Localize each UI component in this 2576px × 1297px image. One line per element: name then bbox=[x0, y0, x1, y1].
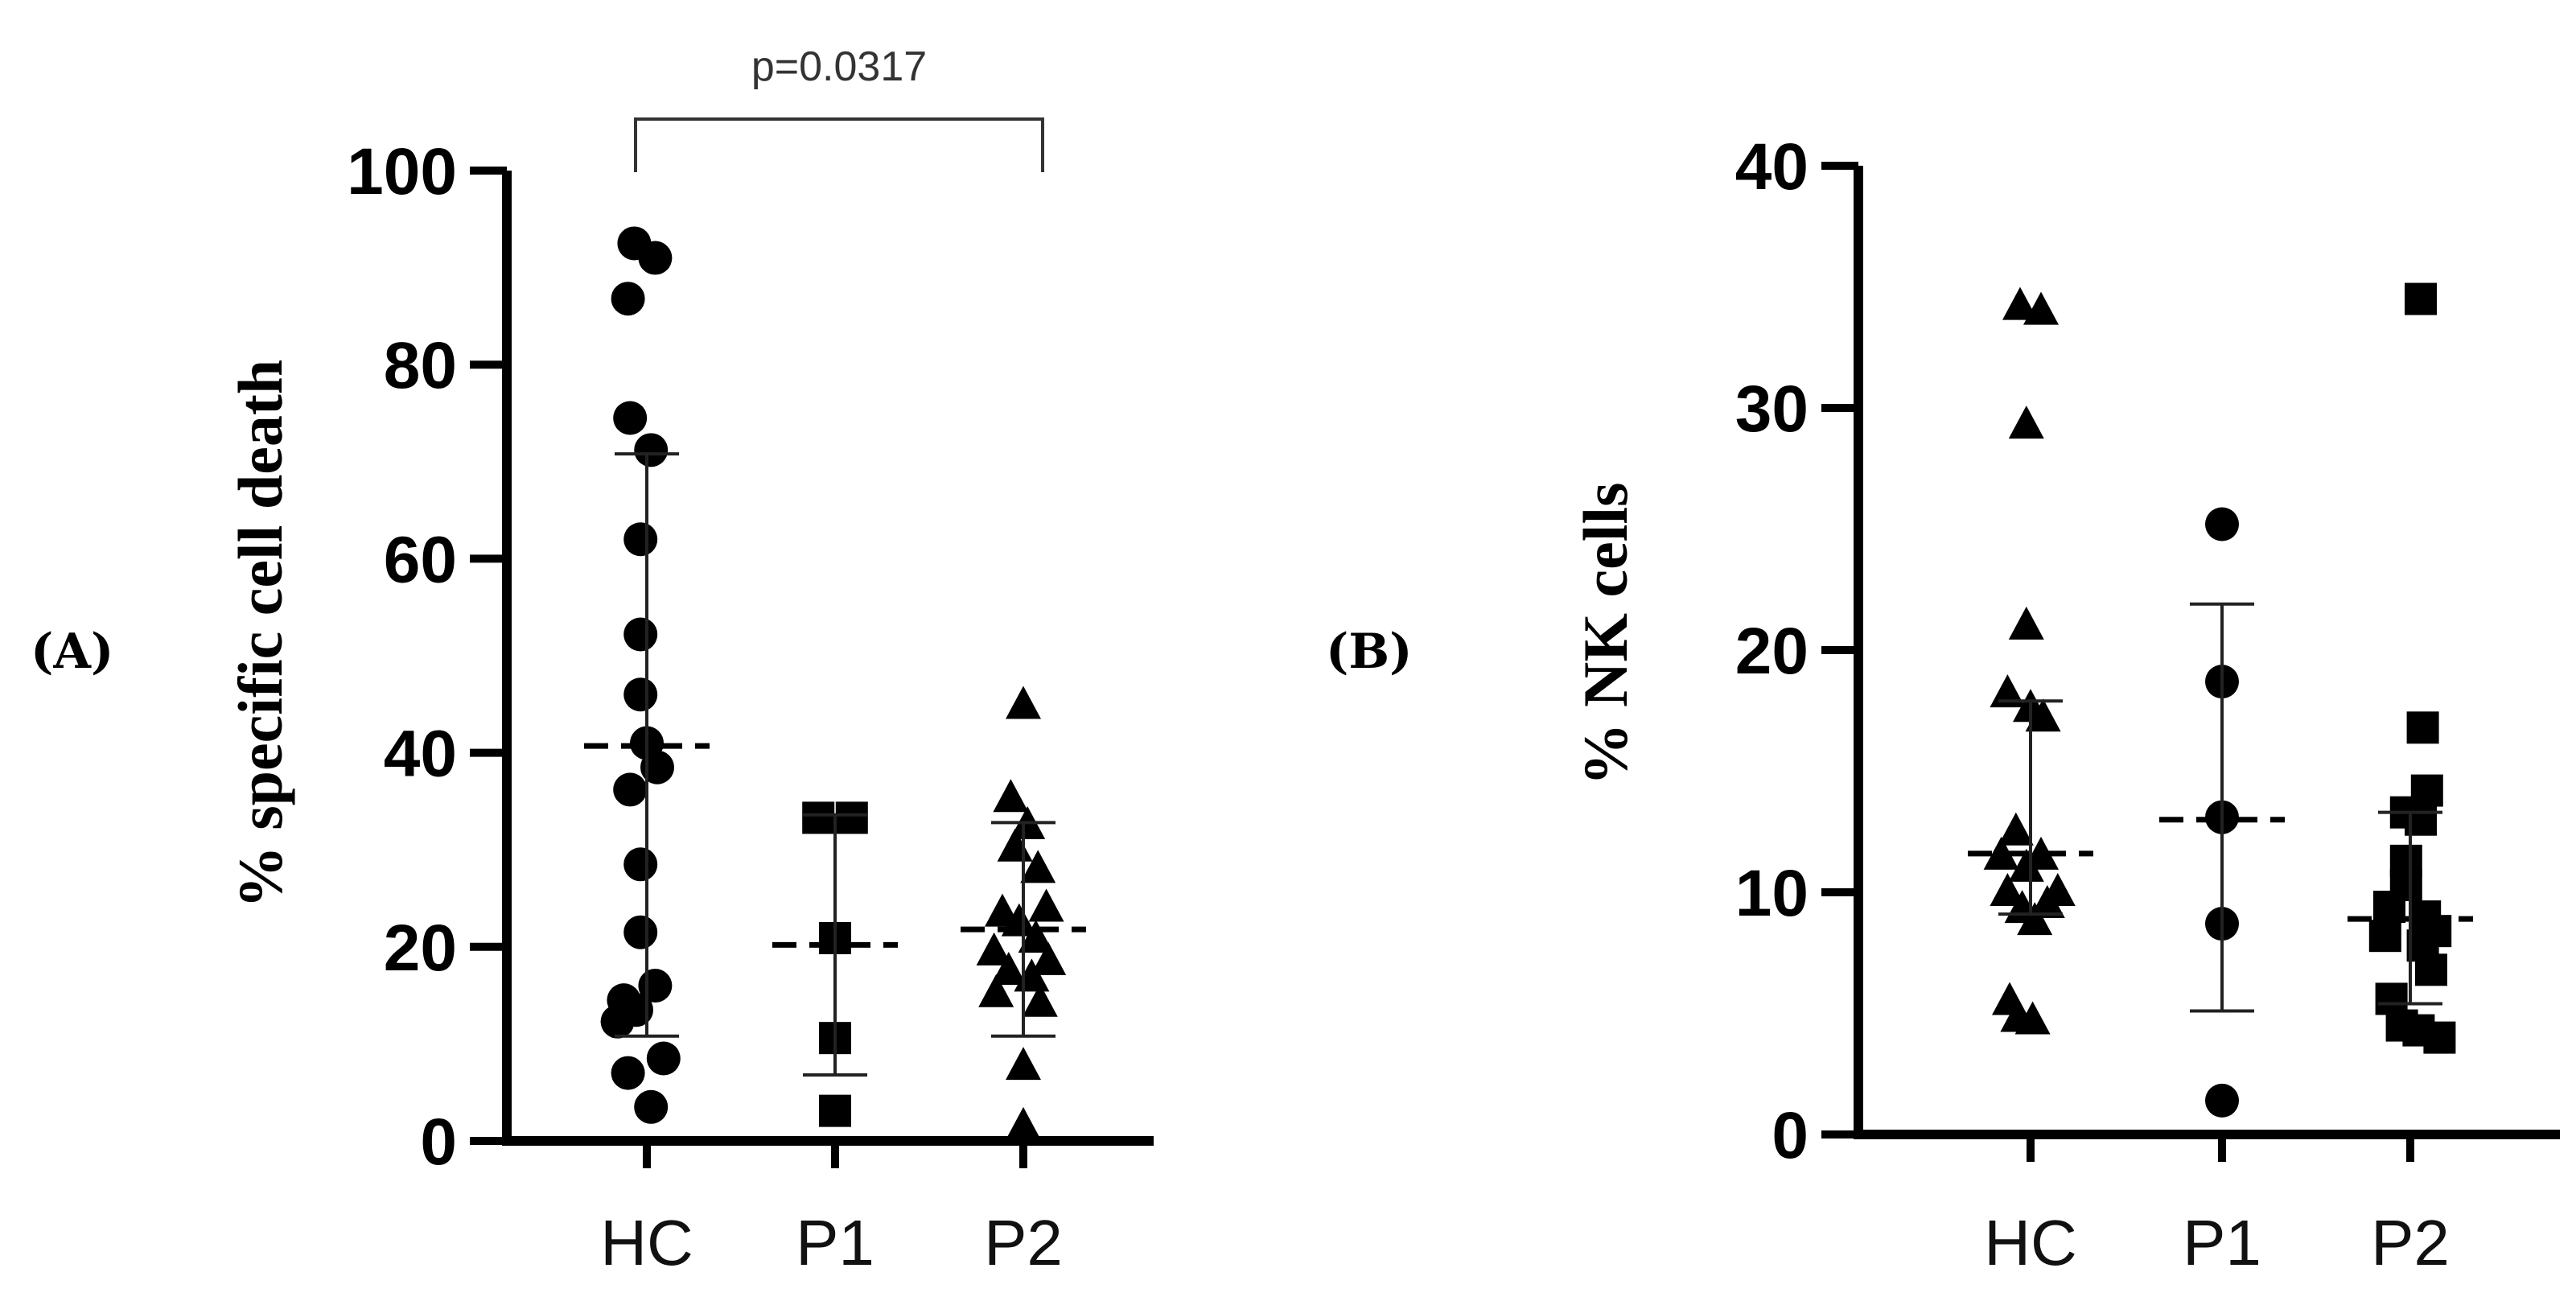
panel-a-point-p2 bbox=[978, 974, 1014, 1007]
panel-a-x-tick-label-hc: HC bbox=[600, 1207, 693, 1278]
panel-b-y-axis-title: % NK cells bbox=[1570, 483, 1640, 786]
panel-a-point-p1 bbox=[819, 1094, 851, 1127]
panel-b-point-hc bbox=[1983, 836, 2019, 870]
panel-a-point-hc bbox=[623, 677, 658, 712]
panel-a-point-hc bbox=[623, 847, 658, 882]
panel-a-point-hc bbox=[634, 1089, 669, 1124]
panel-b-error-bars bbox=[1968, 602, 2473, 1013]
panel-a-y-tick-label: 0 bbox=[420, 1106, 457, 1179]
panel-a-point-hc bbox=[611, 1056, 645, 1090]
panel-b-point-hc bbox=[2025, 698, 2061, 732]
panel-b-x-tick-label-p2: P2 bbox=[2371, 1207, 2450, 1278]
panel-a-point-p2 bbox=[976, 932, 1012, 966]
panel-b-label: (B) bbox=[1326, 624, 1413, 680]
panel-a-point-hc bbox=[634, 433, 669, 467]
panel-b-point-hc bbox=[2002, 286, 2038, 320]
panel-a-y-ticks: 0 20 40 60 80 100 bbox=[347, 135, 507, 1179]
panel-b-point-p2 bbox=[2368, 920, 2401, 953]
panel-a-point-hc bbox=[600, 1004, 635, 1039]
panel-a: (A) % specific cell death 0 20 40 60 80 100 H… bbox=[31, 43, 1154, 1278]
panel-a-point-hc bbox=[611, 282, 645, 316]
panel-a-y-axis-title: % specific cell death bbox=[225, 360, 295, 908]
significance-bracket bbox=[634, 117, 1044, 172]
panel-a-point-hc bbox=[623, 522, 658, 557]
panel-a-marks bbox=[600, 226, 1067, 1140]
panel-a-point-hc bbox=[638, 241, 673, 275]
panel-a-point-hc bbox=[613, 772, 648, 807]
panel-a-label: (A) bbox=[31, 624, 113, 680]
panel-a-point-p2 bbox=[1031, 941, 1067, 975]
panel-a-point-hc bbox=[646, 1041, 681, 1076]
panel-a-point-p2 bbox=[1028, 888, 1064, 922]
panel-b-y-tick-label: 30 bbox=[1735, 373, 1809, 446]
panel-b-point-p2 bbox=[2415, 953, 2447, 986]
panel-a-y-tick-label: 40 bbox=[384, 718, 457, 791]
panel-a-point-p2 bbox=[1006, 1106, 1041, 1140]
panel-b-y-tick-label: 40 bbox=[1735, 130, 1809, 204]
panel-a-y-tick-label: 80 bbox=[384, 329, 457, 402]
panel-b-y-tick-label: 10 bbox=[1735, 857, 1809, 930]
panel-a-y-tick-label: 20 bbox=[384, 912, 457, 985]
panel-b-point-hc bbox=[2014, 1001, 2051, 1035]
panel-b-point-hc bbox=[2008, 848, 2044, 882]
panel-b-y-tick-label: 20 bbox=[1735, 615, 1809, 688]
panel-a-point-hc bbox=[640, 750, 674, 784]
panel-b-point-hc bbox=[1998, 812, 2034, 846]
panel-a-x-tick-label-p1: P1 bbox=[796, 1207, 874, 1278]
panel-b-point-p2 bbox=[2405, 282, 2437, 315]
panel-b-point-p2 bbox=[2423, 1021, 2456, 1054]
panel-a-point-p2 bbox=[1020, 850, 1056, 883]
panel-a-y-tick-label: 100 bbox=[347, 135, 457, 208]
panel-b-point-hc bbox=[1990, 674, 2026, 708]
panel-b-y-ticks: 0 10 20 30 40 bbox=[1735, 130, 1858, 1172]
panel-b-x-tick-label-p1: P1 bbox=[2183, 1207, 2261, 1278]
panel-a-point-hc bbox=[623, 915, 658, 949]
panel-b-point-p2 bbox=[2406, 711, 2439, 744]
panel-a-point-hc bbox=[623, 617, 658, 652]
panel-b-point-hc bbox=[2008, 406, 2044, 439]
panel-a-point-p1 bbox=[835, 801, 868, 834]
panel-b-x-tick-label-hc: HC bbox=[1984, 1207, 2077, 1278]
panel-a-point-p2 bbox=[1022, 983, 1058, 1017]
p-value-annotation: p=0.0317 bbox=[751, 43, 927, 90]
panel-a-point-hc bbox=[613, 401, 648, 435]
panel-a-y-tick-label: 60 bbox=[384, 523, 457, 596]
panel-a-point-p2 bbox=[1006, 686, 1041, 719]
panel-b-point-p1 bbox=[2205, 507, 2239, 541]
panel-a-point-p2 bbox=[1018, 920, 1054, 953]
panel-b-marks bbox=[1983, 282, 2456, 1118]
panel-a-point-p1 bbox=[802, 801, 835, 834]
panel-b-point-hc bbox=[2023, 291, 2059, 325]
panel-b-y-tick-label: 0 bbox=[1772, 1099, 1809, 1172]
panel-b-point-hc bbox=[2017, 902, 2053, 936]
panel-b-point-p1 bbox=[2205, 1083, 2239, 1118]
panel-b-point-hc bbox=[2008, 606, 2044, 640]
panel-b-point-hc bbox=[1990, 873, 2026, 906]
panel-a-point-p2 bbox=[993, 779, 1029, 813]
panel-a-point-p2 bbox=[990, 951, 1027, 985]
panel-a-error-bars bbox=[584, 452, 1086, 1077]
panel-b: (B) % NK cells 0 10 20 30 40 HC P1 P2 bbox=[1326, 130, 2560, 1278]
panel-a-point-p2 bbox=[1006, 1047, 1041, 1081]
panel-a-x-tick-label-p2: P2 bbox=[984, 1207, 1063, 1278]
